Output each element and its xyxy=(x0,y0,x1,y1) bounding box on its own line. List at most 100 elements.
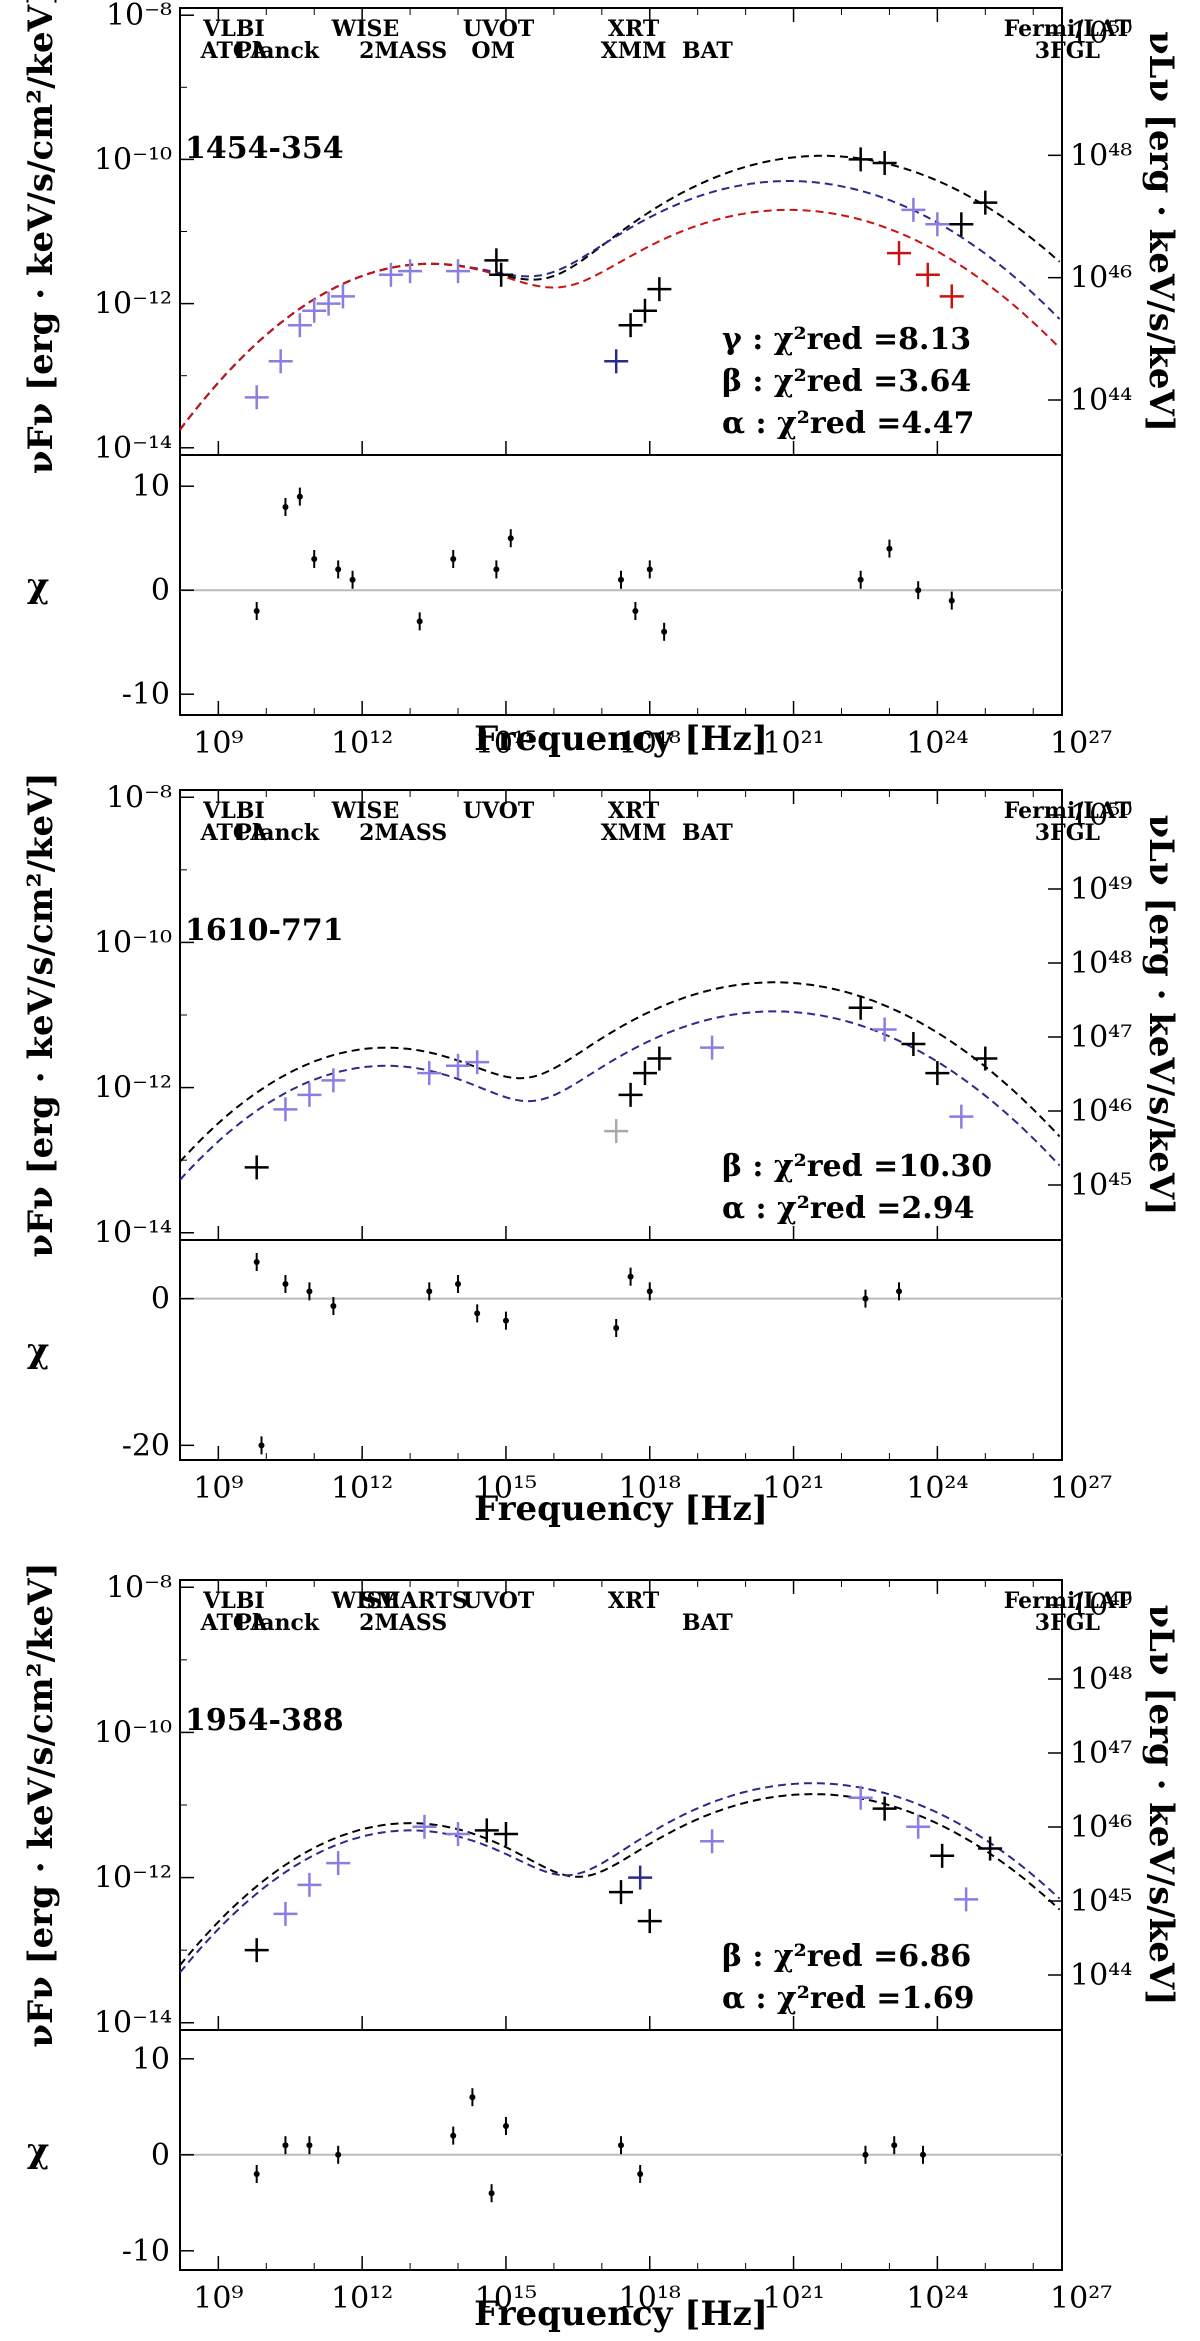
sed-panel-1454-354: 10⁹ 10¹² 10¹⁵ 10¹⁸ 10²¹ 10²⁴ 10²⁷ 10⁻⁸ 10⁻¹⁰ 10⁻¹… xyxy=(21,0,1181,761)
residual-point xyxy=(349,576,356,583)
y2-tick-label: 10⁴⁶ xyxy=(1070,261,1132,296)
residual-point xyxy=(948,597,955,604)
residual-tick-label: 0 xyxy=(151,2138,170,2173)
instrument-label: 2MASS xyxy=(359,820,447,846)
residual-axis-label: χ xyxy=(27,2131,49,2171)
x-tick-label: 10¹² xyxy=(331,1471,393,1506)
instrument-label: ATCA xyxy=(200,1610,269,1636)
x-tick-label: 10⁹ xyxy=(193,726,243,761)
y2-tick-label: 10⁴⁴ xyxy=(1070,383,1132,418)
residual-point xyxy=(253,1259,260,1265)
instrument-label: 2MASS xyxy=(359,1610,447,1636)
residual-point xyxy=(661,628,668,635)
y-tick-label: 10⁻¹⁰ xyxy=(94,925,172,960)
instrument-label: 3FGL xyxy=(1035,1610,1100,1636)
instrument-label: XMM xyxy=(601,820,667,846)
residual-point xyxy=(896,1288,903,1295)
instrument-label: BAT xyxy=(682,820,733,846)
residual-point xyxy=(253,2171,260,2177)
residual-point xyxy=(915,587,922,594)
instrument-label: WISE xyxy=(331,798,400,824)
y2-tick-label: 10⁴⁸ xyxy=(1070,946,1132,981)
residual-point xyxy=(282,2142,289,2149)
x-tick-label: 10¹⁵ xyxy=(475,2281,537,2316)
fit-label-β: β : χ²red =10.30 xyxy=(722,1149,992,1184)
y-axis-label: νFν [erg · keV/s/cm²/keV] xyxy=(21,0,61,474)
residual-point xyxy=(306,2142,313,2149)
y-tick-label: 10⁻¹² xyxy=(94,1861,172,1896)
x-tick-label: 10²⁷ xyxy=(1050,1471,1112,1506)
residual-tick-label: 10 xyxy=(132,2042,170,2077)
residual-point xyxy=(502,1317,509,1324)
residual-point xyxy=(613,1325,620,1331)
x-tick-label: 10¹⁵ xyxy=(475,1471,537,1506)
x-tick-label: 10¹⁵ xyxy=(475,726,537,761)
residual-point xyxy=(627,1273,634,1280)
instrument-label: VLBI xyxy=(202,798,264,824)
residual-point xyxy=(502,2123,509,2129)
y2-tick-label: 10⁵⁰ xyxy=(1070,798,1132,833)
fit-label-γ: γ : χ²red =8.13 xyxy=(722,322,971,357)
residual-plot-frame xyxy=(179,1239,1063,1461)
residual-point xyxy=(488,2190,495,2197)
sed-panel-1610-771: 10⁹ 10¹² 10¹⁵ 10¹⁸ 10²¹ 10²⁴ 10²⁷ 10⁻⁸ 10⁻¹⁰ 10⁻¹… xyxy=(21,772,1181,1529)
instrument-label: SMARTS xyxy=(360,1588,467,1614)
instrument-label: 3FGL xyxy=(1035,820,1100,846)
residual-tick-label: -10 xyxy=(122,2234,170,2269)
residual-plot-frame xyxy=(179,454,1063,716)
instrument-label: 2MASS xyxy=(359,38,447,64)
residual-point xyxy=(253,608,260,614)
model-curve-α xyxy=(179,1793,1061,1966)
instrument-label: XRT xyxy=(608,16,660,42)
model-curve-β xyxy=(179,1782,1061,1974)
residual-point xyxy=(335,566,342,573)
fit-label-β: β : χ²red =6.86 xyxy=(722,1939,971,1974)
y2-tick-label: 10⁴⁵ xyxy=(1070,1884,1132,1919)
y2-tick-label: 10⁴⁷ xyxy=(1070,1020,1132,1055)
y2-tick-label: 10⁴⁶ xyxy=(1070,1810,1132,1845)
instrument-label: XRT xyxy=(608,1588,660,1614)
sed-panel-1954-388: 10⁹ 10¹² 10¹⁵ 10¹⁸ 10²¹ 10²⁴ 10²⁷ 10⁻⁸ 10⁻¹⁰ 10⁻¹… xyxy=(21,1562,1181,2334)
instrument-label: VLBI xyxy=(202,1588,264,1614)
x-tick-label: 10¹⁸ xyxy=(619,2281,681,2316)
residual-axis-label: χ xyxy=(27,1331,49,1371)
x-axis-label: Frequency [Hz] xyxy=(474,2294,768,2334)
x-tick-label: 10²⁴ xyxy=(906,726,968,761)
residual-axis-label: χ xyxy=(27,566,49,606)
instrument-label: Fermi/LAT xyxy=(1004,16,1132,42)
residual-point xyxy=(886,545,893,552)
y-tick-label: 10⁻¹⁴ xyxy=(94,1216,172,1251)
instrument-label: Planck xyxy=(235,820,320,846)
model-curve-γ xyxy=(179,208,1061,431)
fit-label-α: α : χ²red =1.69 xyxy=(722,1981,974,2016)
x-axis-label: Frequency [Hz] xyxy=(474,1489,768,1529)
model-curve-α xyxy=(179,981,1061,1163)
x-tick-label: 10¹⁸ xyxy=(619,726,681,761)
instrument-label: BAT xyxy=(682,38,733,64)
source-name: 1610-771 xyxy=(185,913,344,948)
residual-point xyxy=(919,2151,926,2158)
y2-axis-label: νLν [erg · keV/s/keV] xyxy=(1141,1604,1181,2005)
instrument-label: WISE xyxy=(331,1588,400,1614)
instrument-label: BAT xyxy=(682,1610,733,1636)
residual-point xyxy=(618,576,624,583)
fit-label-α: α : χ²red =2.94 xyxy=(722,1191,974,1226)
residual-point xyxy=(474,1310,481,1317)
source-name: 1454-354 xyxy=(185,131,344,166)
instrument-label: WISE xyxy=(331,16,400,42)
instrument-label: ATCA xyxy=(200,38,269,64)
residual-point xyxy=(455,1281,462,1287)
residual-point xyxy=(330,1303,337,1309)
instrument-label: UVOT xyxy=(463,798,535,824)
y-tick-label: 10⁻¹² xyxy=(94,1071,172,1106)
x-axis-label: Frequency [Hz] xyxy=(474,719,768,759)
instrument-label: XRT xyxy=(608,798,660,824)
instrument-label: UVOT xyxy=(463,1588,535,1614)
x-tick-label: 10⁹ xyxy=(193,1471,243,1506)
residual-point xyxy=(282,1281,289,1287)
instrument-label: Fermi/LAT xyxy=(1004,798,1132,824)
y-axis-label: νFν [erg · keV/s/cm²/keV] xyxy=(21,1562,61,2047)
instrument-label: Planck xyxy=(235,38,320,64)
y-tick-label: 10⁻⁸ xyxy=(106,0,172,33)
